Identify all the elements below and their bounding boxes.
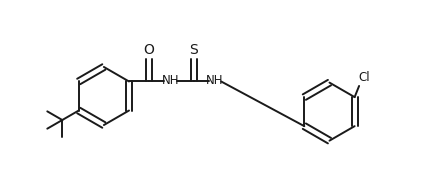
Text: Cl: Cl	[358, 71, 370, 84]
Text: NH: NH	[206, 74, 224, 87]
Text: NH: NH	[162, 74, 179, 87]
Text: O: O	[144, 43, 154, 57]
Text: S: S	[190, 43, 198, 57]
